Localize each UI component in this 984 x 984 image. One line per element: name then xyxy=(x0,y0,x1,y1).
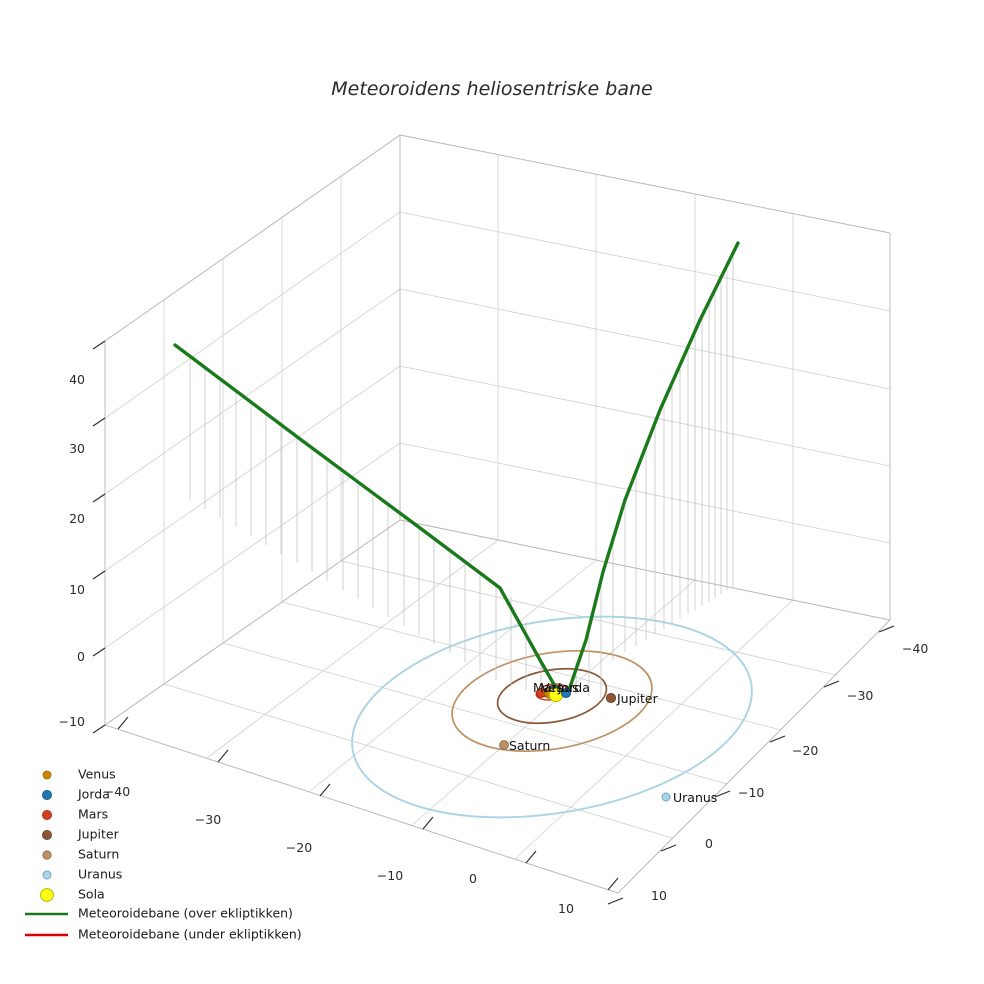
legend-label: Mars xyxy=(78,807,108,822)
legend-label: Saturn xyxy=(78,847,119,862)
point-label-jorda: Jorda xyxy=(557,680,590,695)
marker-saturn xyxy=(499,740,509,750)
point-label-mars: Mars xyxy=(533,680,563,695)
legend-label: Meteoroidebane (under ekliptikken) xyxy=(78,927,302,942)
point-label-venus: Venus xyxy=(541,680,579,695)
y-ticks xyxy=(607,625,895,905)
legend-marker-mars xyxy=(42,810,53,821)
y-tick-label: −20 xyxy=(792,743,818,758)
x-tick-label: −40 xyxy=(104,784,130,799)
x-tick-label: 10 xyxy=(558,901,574,916)
x-tick-label: −20 xyxy=(286,840,312,855)
legend-label: Uranus xyxy=(78,867,122,882)
z-tick-label: 10 xyxy=(69,582,85,597)
legend-item-saturn[interactable]: Saturn xyxy=(42,847,119,862)
point-labels: Jupiter Saturn Uranus Mars Venus Jorda xyxy=(509,680,717,805)
z-tick-label: 0 xyxy=(77,649,85,664)
x-ticks xyxy=(117,716,619,891)
legend-item-jupiter[interactable]: Jupiter xyxy=(42,827,120,842)
marker-jorda xyxy=(560,687,572,699)
y-tick-label: 0 xyxy=(705,836,713,851)
legend-label: Meteoroidebane (over ekliptikken) xyxy=(78,906,293,921)
legend-item-jorda[interactable]: Jorda xyxy=(42,787,110,802)
axis-spines xyxy=(104,134,891,894)
planet-markers xyxy=(499,687,671,802)
z-tick-label: 20 xyxy=(69,511,85,526)
x-tick-label: −10 xyxy=(377,868,403,883)
legend-marker-saturn xyxy=(42,850,52,860)
legend-label: Sola xyxy=(78,887,105,902)
x-tick-label: −30 xyxy=(195,812,221,827)
legend-label: Jorda xyxy=(77,787,110,802)
page-title: Meteoroidens heliosentriske bane xyxy=(331,78,652,100)
legend-marker-jorda xyxy=(42,790,53,801)
back-pane xyxy=(400,135,890,620)
point-label-saturn: Saturn xyxy=(509,738,550,753)
trajectory-above-ecliptic-outbound xyxy=(567,241,740,692)
left-pane xyxy=(105,135,400,725)
legend: Venus Jorda Mars Jupiter Saturn Uranus S… xyxy=(25,767,302,942)
legend-marker-venus xyxy=(42,770,52,780)
marker-uranus xyxy=(661,792,671,802)
legend-item-trajectory-below[interactable]: Meteoroidebane (under ekliptikken) xyxy=(25,927,302,942)
z-axis: −10 0 10 20 30 40 xyxy=(59,340,106,734)
legend-item-sola[interactable]: Sola xyxy=(40,887,105,902)
legend-marker-uranus xyxy=(42,870,52,880)
point-label-uranus: Uranus xyxy=(673,790,717,805)
legend-item-venus[interactable]: Venus xyxy=(42,767,116,782)
z-tick-label: 40 xyxy=(69,372,85,387)
y-tick-label: 10 xyxy=(651,888,667,903)
z-tick-label: −10 xyxy=(59,714,85,729)
x-axis: −40 −30 −20 −10 0 10 xyxy=(104,716,619,916)
y-tick-label: −30 xyxy=(847,688,873,703)
orbit-saturn xyxy=(451,649,653,753)
marker-jupiter xyxy=(605,692,617,704)
trajectory-above-ecliptic xyxy=(173,343,558,690)
x-tick-label: 0 xyxy=(469,871,477,886)
axes-panes xyxy=(105,135,890,893)
orbit-uranus xyxy=(351,615,753,819)
z-ticks xyxy=(92,340,106,734)
legend-marker-jupiter xyxy=(42,830,53,841)
y-tick-label: −40 xyxy=(902,641,928,656)
legend-label: Jupiter xyxy=(77,827,120,842)
legend-label: Venus xyxy=(78,767,116,782)
legend-marker-sola xyxy=(40,888,54,902)
meteoroid-trajectory xyxy=(173,241,740,692)
legend-item-uranus[interactable]: Uranus xyxy=(42,867,122,882)
point-label-jupiter: Jupiter xyxy=(616,691,659,706)
y-tick-label: −10 xyxy=(738,785,764,800)
trajectory-droplines xyxy=(189,249,734,698)
legend-item-trajectory-above[interactable]: Meteoroidebane (over ekliptikken) xyxy=(25,906,293,921)
z-tick-label: 30 xyxy=(69,441,85,456)
legend-item-mars[interactable]: Mars xyxy=(42,807,108,822)
y-axis: −40 −30 −20 −10 0 10 xyxy=(607,625,928,905)
